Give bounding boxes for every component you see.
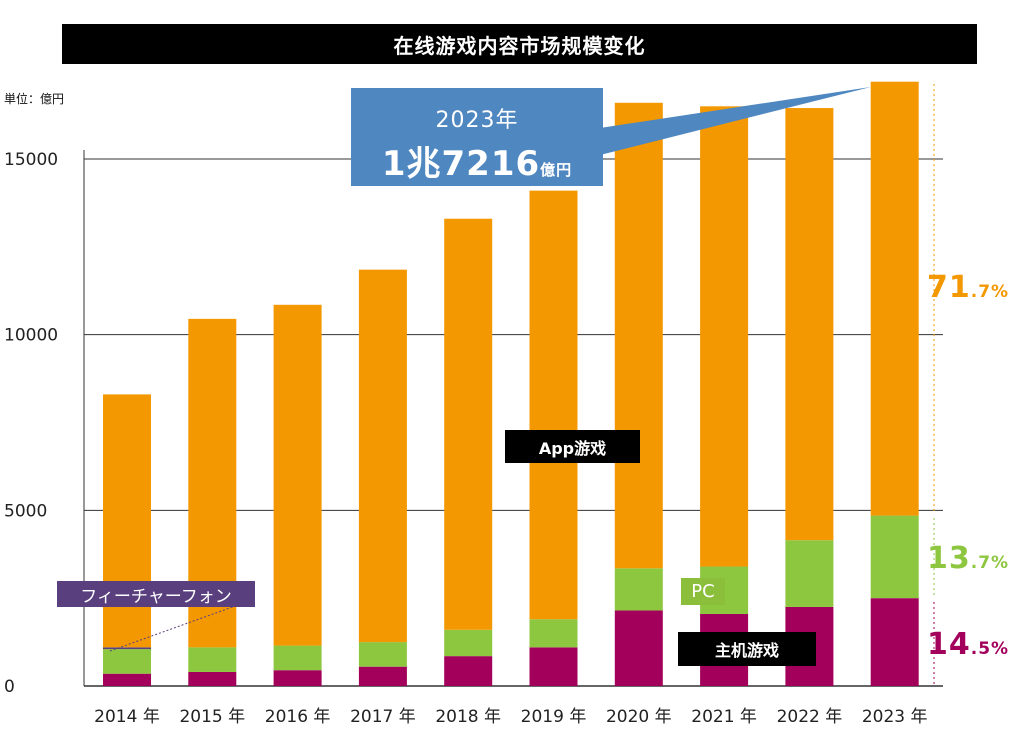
bar-segment [444, 656, 493, 686]
bar-segment [103, 649, 151, 674]
bar-segment [188, 647, 237, 672]
x-tick-label: 2023 年 [862, 707, 928, 727]
bar-segment [273, 304, 322, 646]
bar-segment [273, 645, 322, 671]
unit-label: 単位：億円 [4, 92, 65, 106]
bar-segment [358, 642, 407, 667]
x-tick-label: 2018 年 [435, 707, 501, 727]
app-games-label: App游戏 [505, 430, 640, 463]
x-tick-label: 2017 年 [350, 707, 416, 727]
bar-segment [614, 568, 663, 611]
bar-segment [103, 647, 151, 650]
bar-segment [785, 108, 834, 541]
x-tick-label: 2019 年 [521, 707, 587, 727]
pc-share-big: 13 [927, 541, 971, 576]
x-tick-label: 2020 年 [606, 707, 672, 727]
bar-segment [103, 673, 151, 686]
bar-segment [529, 647, 578, 686]
chart-title: 在线游戏内容市场规模变化 [62, 24, 977, 64]
callout-pointer [600, 86, 871, 155]
y-tick-label: 5000 [4, 501, 47, 521]
y-tick-label: 10000 [4, 326, 58, 346]
feature-phone-label: フィーチャーフォン [57, 581, 255, 607]
app-share-small: .7% [970, 282, 1010, 302]
bar-segment [785, 540, 834, 607]
y-tick-label: 15000 [4, 150, 58, 170]
feature-phone-leader [109, 604, 239, 652]
x-tick-label: 2016 年 [265, 707, 331, 727]
callout-value: 1兆7216億円 [351, 136, 603, 185]
pc-label: PC [681, 578, 725, 605]
pc-share-small: .7% [970, 553, 1010, 573]
bar-segment [529, 619, 578, 648]
bar-segment [103, 394, 151, 648]
callout-year: 2023年 [435, 108, 519, 133]
console-share-small: .5% [970, 639, 1010, 659]
pc-share: 13.7% [927, 541, 1009, 576]
y-tick-label: 0 [4, 677, 15, 697]
bar-segment [614, 610, 663, 686]
bar-segment [870, 515, 919, 599]
bar-segment [188, 671, 237, 686]
bar-segment [700, 106, 749, 567]
bar-segment [529, 190, 578, 620]
x-tick-label: 2021 年 [691, 707, 757, 727]
console-share: 14.5% [927, 627, 1009, 662]
callout-unit: 億円 [540, 161, 573, 179]
app-share: 71.7% [927, 270, 1009, 305]
x-tick-label: 2022 年 [777, 707, 843, 727]
x-tick-label: 2015 年 [179, 707, 245, 727]
bar-segment [358, 269, 407, 643]
total-callout: 2023年 1兆7216億円 [351, 88, 603, 186]
bar-segment [358, 666, 407, 686]
bar-segment [614, 102, 663, 569]
x-tick-label: 2014 年 [94, 707, 160, 727]
bar-segment [870, 81, 919, 516]
callout-number: 1兆7216 [381, 144, 541, 184]
app-share-big: 71 [927, 270, 971, 305]
bar-segment [444, 218, 493, 630]
console-games-label: 主机游戏 [678, 632, 816, 666]
bar-segment [870, 598, 919, 686]
bar-segment [444, 629, 493, 657]
bar-segment [273, 670, 322, 686]
console-share-big: 14 [927, 627, 971, 662]
